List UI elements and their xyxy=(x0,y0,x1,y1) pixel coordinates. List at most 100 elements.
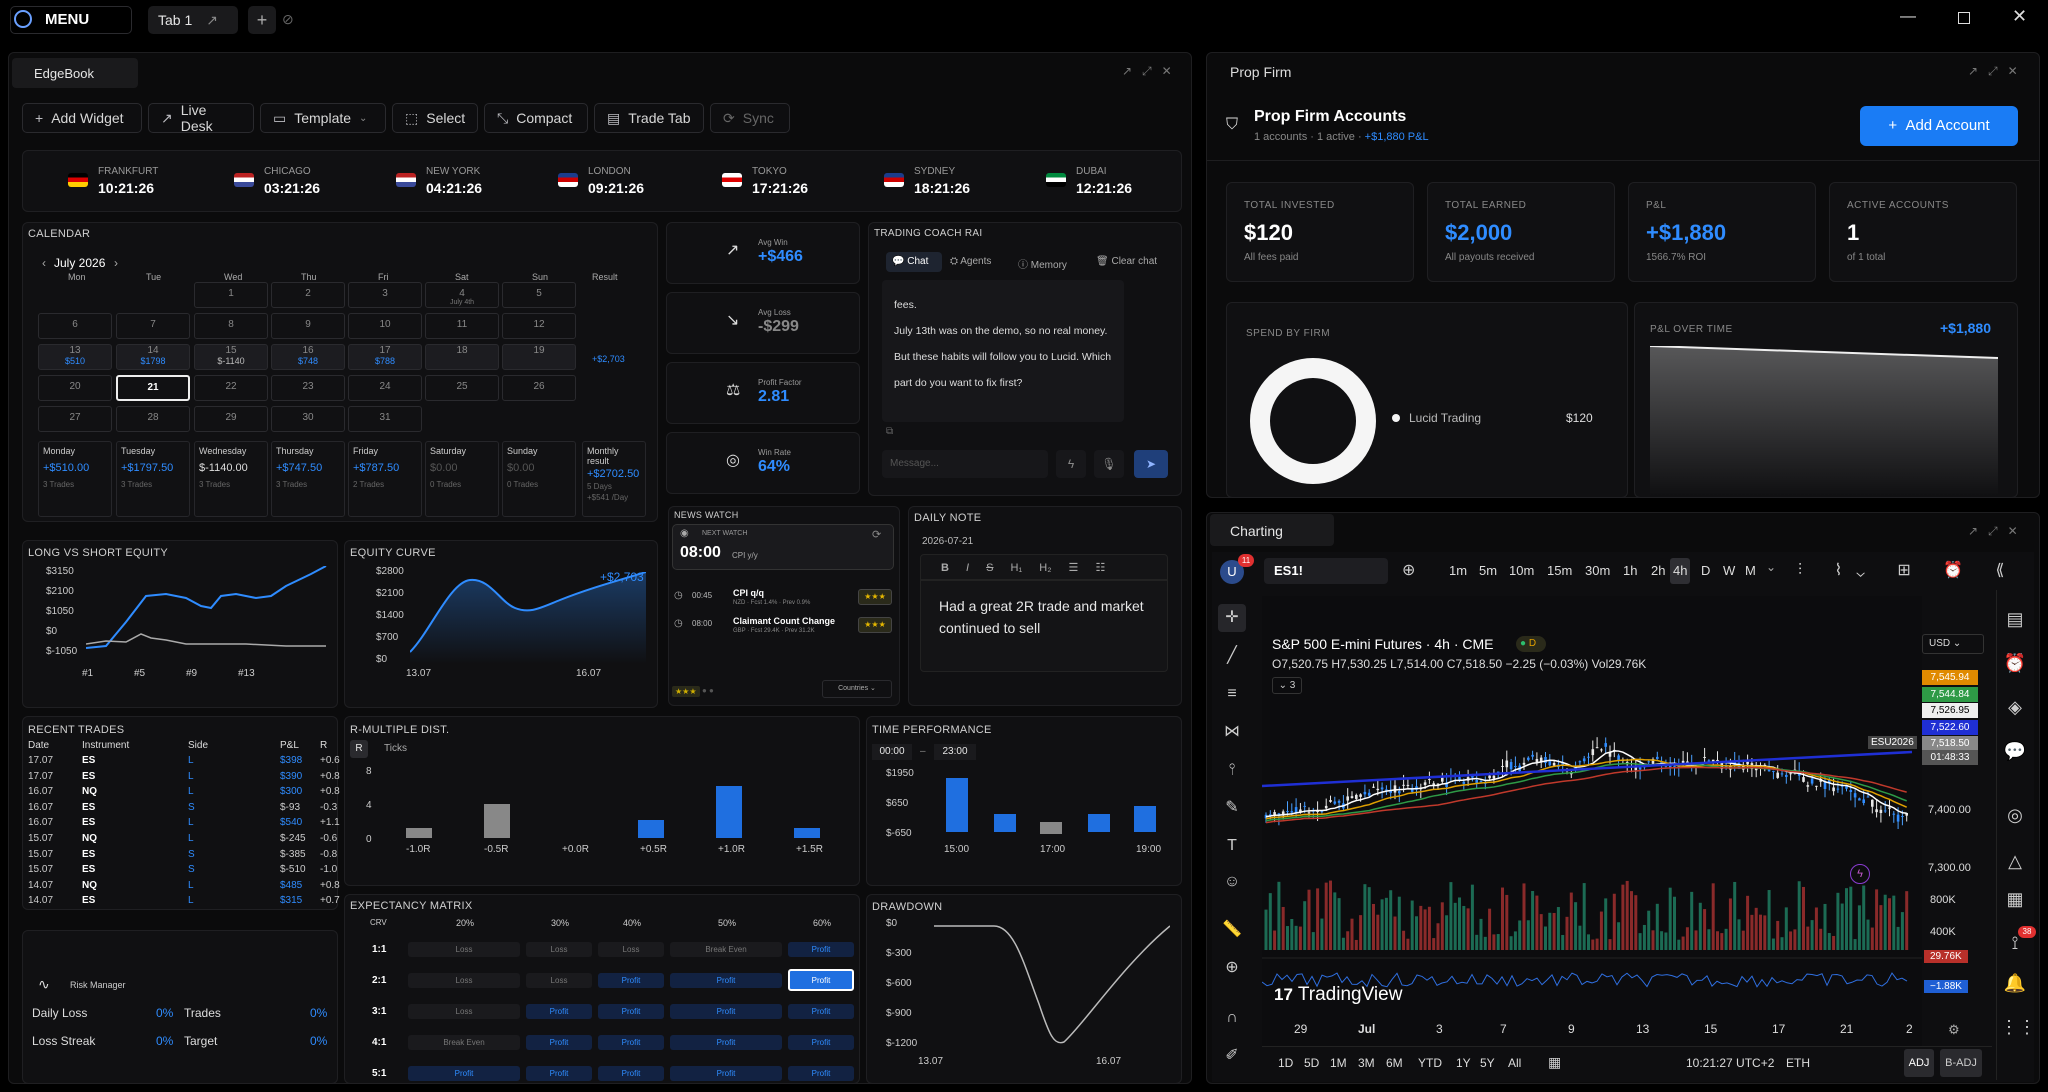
tab-chat[interactable]: 💬 Chat xyxy=(886,252,942,272)
forecast-icon[interactable]: ⫯ xyxy=(1228,761,1236,778)
expectancy-cell[interactable]: Profit xyxy=(598,973,664,988)
range-5D[interactable]: 5D xyxy=(1304,1056,1320,1070)
calendar-day[interactable]: 13 $510 xyxy=(38,344,112,370)
expectancy-cell[interactable]: Profit xyxy=(598,1004,664,1019)
interval-1h[interactable]: 1h xyxy=(1623,563,1638,578)
range-5Y[interactable]: 5Y xyxy=(1480,1056,1495,1070)
time-from-input[interactable]: 00:00 xyxy=(872,744,912,760)
strike-icon[interactable]: S xyxy=(986,562,994,574)
maximize-icon[interactable] xyxy=(1958,12,1970,24)
bold-icon[interactable]: B xyxy=(941,562,949,574)
calendar-icon[interactable]: ▦ xyxy=(2006,889,2024,909)
triangle-icon[interactable]: △ xyxy=(2008,851,2022,871)
expectancy-cell[interactable]: Profit xyxy=(670,1035,782,1050)
calendar-day[interactable]: 6 xyxy=(38,313,112,339)
expectancy-cell[interactable]: Profit xyxy=(598,1066,664,1081)
calendar-day[interactable]: 29 xyxy=(194,406,268,432)
zoom-icon[interactable]: ⊕ xyxy=(1225,959,1239,976)
lock-icon[interactable]: ✐ xyxy=(1225,1047,1239,1064)
calendar-day[interactable]: 8 xyxy=(194,313,268,339)
chat-icon[interactable]: 💬 xyxy=(2003,741,2027,761)
chevron-down-icon[interactable]: ⌄ xyxy=(1766,560,1777,574)
expectancy-cell[interactable]: Profit xyxy=(526,1004,592,1019)
expectancy-cell[interactable]: Profit xyxy=(788,1035,854,1050)
calendar-day[interactable]: 18 xyxy=(425,344,499,370)
expectancy-cell[interactable]: Profit xyxy=(670,1004,782,1019)
compare-icon[interactable]: ⊕ xyxy=(1402,562,1416,579)
tab-memory[interactable]: ⓘ Memory xyxy=(1018,256,1067,271)
charting-tab[interactable]: Charting xyxy=(1210,514,1334,546)
session-toggle[interactable]: ETH xyxy=(1786,1056,1810,1070)
chart-canvas[interactable] xyxy=(1262,596,1922,1046)
tab-agents[interactable]: ⛭ Agents xyxy=(950,256,991,267)
adj-toggle[interactable]: ADJ xyxy=(1904,1049,1934,1077)
compass-icon[interactable]: ◎ xyxy=(2007,805,2023,825)
daily-note-editor[interactable]: Had a great 2R trade and market continue… xyxy=(920,580,1168,672)
calendar-day[interactable]: 17 $788 xyxy=(348,344,422,370)
brush-icon[interactable]: ✎ xyxy=(1225,799,1239,816)
refresh-icon[interactable]: ⟳ xyxy=(872,529,882,541)
chart-toolbar-icons[interactable]: ⫶ ⌇⌄ ⊞ ⏰ ⟪ xyxy=(1798,562,2019,579)
range-1Y[interactable]: 1Y xyxy=(1456,1056,1471,1070)
calendar-day[interactable]: 30 xyxy=(271,406,345,432)
expectancy-cell[interactable]: Break Even xyxy=(408,1035,520,1050)
interval-W[interactable]: W xyxy=(1723,563,1736,578)
layers-icon[interactable]: ◈ xyxy=(2008,697,2022,717)
tab-r[interactable]: R xyxy=(350,740,368,758)
copy-icon[interactable]: ⧉ xyxy=(886,426,894,437)
expectancy-cell[interactable]: Profit xyxy=(670,973,782,988)
interval-15m[interactable]: 15m xyxy=(1547,563,1573,578)
compact-button[interactable]: ⤡ Compact xyxy=(484,103,588,133)
bell-icon[interactable]: 🔔 xyxy=(2003,973,2027,993)
calendar-day[interactable]: 3 xyxy=(348,282,422,308)
watchlist-icon[interactable]: ▤ xyxy=(2006,609,2024,629)
currency-select[interactable]: USD ⌄ xyxy=(1922,634,1984,654)
time-to-input[interactable]: 23:00 xyxy=(934,744,976,760)
h1-icon[interactable]: H₁ xyxy=(1010,562,1023,574)
calendar-day[interactable]: 4 July 4th xyxy=(425,282,499,308)
select-button[interactable]: ⬚ Select xyxy=(392,103,478,133)
calendar-day[interactable]: 23 xyxy=(271,375,345,401)
feed-icon[interactable]: ⟟ xyxy=(2011,933,2019,953)
calendar-day[interactable]: 28 xyxy=(116,406,190,432)
star-filter[interactable]: ★★★ xyxy=(672,686,700,697)
ordered-list-icon[interactable]: ☷ xyxy=(1095,562,1106,574)
italic-icon[interactable]: I xyxy=(966,562,970,574)
next-month-icon[interactable]: › xyxy=(114,256,118,270)
calendar-day[interactable]: 7 xyxy=(116,313,190,339)
interval-D[interactable]: D xyxy=(1701,563,1711,578)
lightning-icon[interactable]: ϟ xyxy=(1850,864,1870,884)
new-tab-icon[interactable]: + xyxy=(248,6,276,34)
expectancy-cell[interactable]: Profit xyxy=(788,969,854,991)
interval-1m[interactable]: 1m xyxy=(1449,563,1468,578)
calendar-day[interactable]: 9 xyxy=(271,313,345,339)
panel-controls[interactable]: ↗⤢✕ xyxy=(1122,64,1182,78)
range-6M[interactable]: 6M xyxy=(1386,1056,1403,1070)
trendline-icon[interactable]: ╱ xyxy=(1227,647,1237,664)
range-1D[interactable]: 1D xyxy=(1278,1056,1294,1070)
date-range-icon[interactable]: ▦ xyxy=(1548,1054,1562,1070)
emoji-icon[interactable]: ☺ xyxy=(1223,873,1241,890)
prev-month-icon[interactable]: ‹ xyxy=(42,256,46,270)
panel-controls[interactable]: ↗⤢✕ xyxy=(1968,64,2028,78)
add-widget-button[interactable]: + Add Widget xyxy=(22,103,142,133)
interval-4h[interactable]: 4h xyxy=(1670,558,1691,584)
bolt-button[interactable]: ϟ xyxy=(1056,450,1086,478)
expectancy-cell[interactable]: Loss xyxy=(598,942,664,957)
text-icon[interactable]: T xyxy=(1227,837,1237,854)
message-input[interactable]: Message... xyxy=(882,450,1048,478)
calendar-day[interactable]: 11 xyxy=(425,313,499,339)
app-logo[interactable] xyxy=(14,10,32,28)
range-3M[interactable]: 3M xyxy=(1358,1056,1375,1070)
calendar-day[interactable]: 19 xyxy=(502,344,576,370)
pattern-icon[interactable]: ⋈ xyxy=(1224,723,1240,740)
tab-1[interactable]: Tab 1 ↗ xyxy=(148,6,238,34)
symbol-search[interactable]: ES1! xyxy=(1264,558,1388,584)
clear-chat-button[interactable]: 🗑 Clear chat xyxy=(1096,256,1157,267)
expectancy-cell[interactable]: Profit xyxy=(788,942,854,957)
calendar-day[interactable]: 27 xyxy=(38,406,112,432)
h2-icon[interactable]: H₂ xyxy=(1039,562,1052,574)
calendar-day[interactable]: 14 $1798 xyxy=(116,344,190,370)
range-All[interactable]: All xyxy=(1508,1056,1522,1070)
user-avatar[interactable]: U xyxy=(1220,560,1244,584)
